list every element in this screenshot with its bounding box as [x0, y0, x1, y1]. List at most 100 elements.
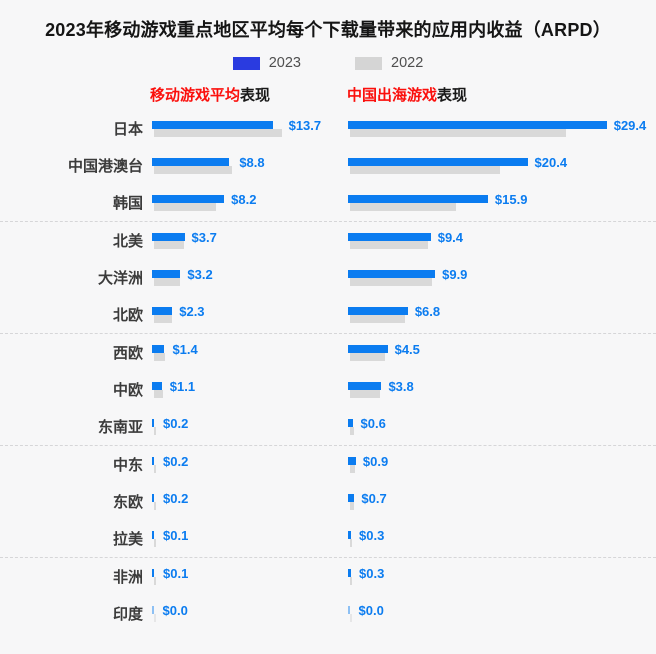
right-panel-cell: $0.3	[348, 527, 656, 547]
bar-2022	[154, 464, 156, 473]
value-label-2023: $4.5	[394, 341, 420, 357]
bar-2022	[154, 389, 163, 398]
bar-2023	[152, 381, 162, 390]
bar-2022	[350, 464, 356, 473]
bar-2022	[154, 538, 156, 547]
bar-2023	[348, 269, 436, 278]
right-panel-cell: $3.8	[348, 379, 656, 398]
bar-2023	[348, 456, 356, 465]
bar-pair	[348, 381, 382, 398]
region-row: 大洋洲 $3.2 $9.9	[0, 259, 656, 296]
bar-2022	[350, 501, 355, 510]
bar-2023	[152, 194, 225, 203]
region-row: 韩国 $8.2 $15.9	[0, 184, 656, 221]
region-label: 东南亚	[97, 419, 143, 436]
right-panel-cell: $0.6	[348, 415, 656, 435]
legend: 2023 2022	[0, 55, 656, 71]
bar-2023	[348, 568, 351, 577]
region-row: 中欧 $1.1 $3.8	[0, 371, 656, 408]
region-label: 中欧	[112, 382, 143, 399]
left-panel-cell: $1.4	[152, 342, 348, 361]
value-label-2023: $0.1	[163, 527, 189, 543]
region-row: 非洲 $0.1 $0.3	[0, 558, 656, 595]
header-spacer	[0, 84, 150, 104]
value-label-2023: $0.3	[359, 565, 385, 581]
bar-2023	[348, 157, 528, 166]
bar-2022	[350, 613, 352, 622]
bar-2022	[350, 240, 429, 249]
bar-2022	[350, 128, 566, 137]
value-label-2023: $0.2	[163, 490, 189, 506]
bar-pair	[152, 120, 282, 137]
bar-2022	[154, 352, 166, 361]
value-label-2023: $0.6	[360, 415, 386, 431]
bar-2022	[154, 240, 184, 249]
bar-2022	[154, 277, 181, 286]
bar-2023	[348, 120, 607, 129]
bar-pair	[152, 568, 156, 585]
bar-2022	[350, 277, 432, 286]
right-panel-cell: $20.4	[348, 155, 656, 174]
bar-pair	[152, 493, 156, 510]
region-row: 中国港澳台 $8.8 $20.4	[0, 147, 656, 184]
bar-2022	[350, 352, 386, 361]
value-label-2023: $0.3	[359, 527, 385, 543]
legend-swatch-2022-icon	[355, 56, 382, 70]
left-panel-cell: $0.2	[152, 490, 348, 510]
bar-pair	[152, 306, 173, 323]
value-label-2023: $0.1	[163, 565, 189, 581]
chart-title: 2023年移动游戏重点地区平均每个下载量带来的应用内收益（ARPD）	[45, 20, 611, 40]
bar-2023	[152, 530, 154, 539]
bar-2023	[152, 306, 173, 315]
region-row: 东南亚 $0.2 $0.6	[0, 408, 656, 445]
value-label-2023: $8.8	[239, 154, 265, 170]
right-panel-cell: $6.8	[348, 303, 656, 323]
bar-2023	[348, 381, 382, 390]
bar-pair	[152, 456, 156, 473]
right-panel-cell: $0.7	[348, 491, 656, 510]
bar-pair	[152, 157, 233, 174]
bar-2023	[348, 605, 350, 614]
region-row: 北美 $3.7 $9.4	[0, 222, 656, 259]
left-panel-cell: $8.8	[152, 154, 348, 174]
bar-pair	[348, 493, 355, 510]
bar-pair	[152, 381, 163, 398]
bar-2023	[152, 418, 154, 427]
left-panel-cell: $1.1	[152, 379, 348, 398]
region-label: 北美	[112, 233, 143, 250]
bar-pair	[348, 418, 354, 435]
bar-2022	[154, 426, 156, 435]
bar-2022	[154, 128, 282, 137]
bar-2023	[152, 232, 185, 241]
bar-2023	[152, 568, 154, 577]
left-panel-cell: $0.0	[152, 602, 348, 622]
bar-2022	[154, 314, 172, 323]
rows: 日本 $13.7 $29.4 中国港澳台 $8.8 $20.4 韩国 $8.2 $15.9 北美 $…	[0, 110, 656, 632]
region-row: 东欧 $0.2 $0.7	[0, 483, 656, 520]
bar-2023	[348, 194, 488, 203]
bar-2023	[348, 306, 408, 315]
bar-pair	[152, 418, 156, 435]
bar-2022	[350, 165, 500, 174]
bar-2023	[152, 120, 273, 129]
value-label-2023: $0.2	[163, 453, 189, 469]
bar-2023	[348, 493, 355, 502]
arpd-chart: 2023年移动游戏重点地区平均每个下载量带来的应用内收益（ARPD） 2023 …	[0, 16, 656, 654]
panel-header-right-rest: 表现	[437, 87, 468, 104]
region-label: 拉美	[112, 531, 143, 548]
value-label-2023: $2.3	[179, 303, 205, 319]
value-label-2023: $3.7	[191, 229, 217, 245]
bar-2023	[152, 344, 165, 353]
region-label: 韩国	[112, 195, 143, 212]
region-row: 西欧 $1.4 $4.5	[0, 334, 656, 371]
legend-label-2023: 2023	[268, 55, 301, 71]
value-label-2023: $6.8	[414, 303, 441, 319]
bar-pair	[152, 269, 181, 286]
right-panel-cell: $4.5	[348, 341, 656, 361]
right-panel-cell: $0.3	[348, 565, 656, 585]
bar-2023	[152, 456, 154, 465]
bar-2022	[350, 389, 380, 398]
value-label-2023: $0.0	[162, 602, 188, 618]
bar-2022	[350, 202, 456, 211]
bar-2023	[152, 493, 154, 502]
